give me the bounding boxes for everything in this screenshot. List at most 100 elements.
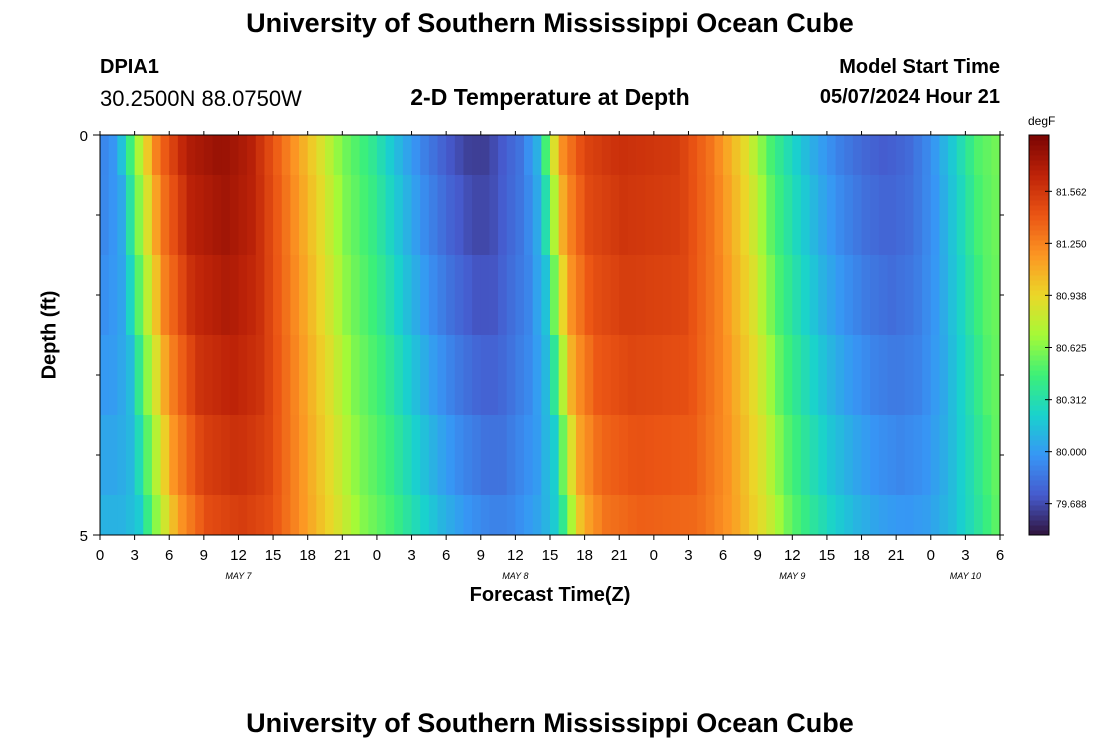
heatmap-cell [939,175,949,256]
heatmap-cell [887,335,897,416]
heatmap-cell [177,135,187,176]
heatmap-cell [480,255,490,336]
heatmap-cell [489,495,499,536]
heatmap-cell [203,495,213,536]
heatmap-cell [376,495,386,536]
heatmap-cell [428,175,438,256]
heatmap-cell [653,335,663,416]
heatmap-cell [723,255,733,336]
colorbar-segment [1029,305,1049,311]
x-tick-label: 15 [265,547,282,564]
colorbar-segment [1029,365,1049,371]
heatmap-cell [169,415,179,496]
heatmap-cell [896,335,906,416]
colorbar-segment [1029,425,1049,431]
heatmap-cells [100,135,1001,536]
heatmap-cell [896,175,906,256]
heatmap-cell [636,415,646,496]
heatmap-cell [376,255,386,336]
heatmap-cell [333,495,343,536]
heatmap-cell [913,255,923,336]
heatmap-cell [402,335,412,416]
heatmap-cell [930,255,940,336]
heatmap-cell [498,135,508,176]
heatmap-cell [342,495,352,536]
heatmap-cell [714,335,724,416]
heatmap-cell [229,335,239,416]
heatmap-cell [783,495,793,536]
heatmap-cell [420,335,430,416]
heatmap-cell [567,335,577,416]
x-tick-label: 6 [442,547,450,564]
heatmap-cell [100,255,110,336]
heatmap-cell [636,335,646,416]
heatmap-cell [749,415,759,496]
heatmap-cell [619,335,629,416]
colorbar-segment [1029,335,1049,341]
heatmap-cell [195,175,205,256]
heatmap-cell [870,255,880,336]
heatmap-cell [982,415,992,496]
y-tick-label: 0 [80,128,88,145]
heatmap-cell [333,255,343,336]
heatmap-cell [186,175,196,256]
heatmap-cell [350,415,361,496]
heatmap-cell [766,135,776,176]
heatmap-cell [844,335,854,416]
heatmap-cell [922,135,932,176]
x-tick-label: 3 [407,547,415,564]
heatmap-cell [792,415,802,496]
heatmap-cell [904,255,914,336]
heatmap-cell [766,175,776,256]
heatmap-cell [316,135,326,176]
heatmap-cell [939,495,949,536]
heatmap-cell [463,135,473,176]
heatmap-cell [627,135,637,176]
heatmap-cell [956,255,966,336]
colorbar-segment [1029,460,1049,466]
heatmap-cell [350,495,361,536]
heatmap-cell [757,415,767,496]
heatmap-cell [610,415,620,496]
heatmap-cell [160,175,170,256]
heatmap-cell [636,255,646,336]
heatmap-cell [610,255,620,336]
heatmap-cell [705,175,715,256]
heatmap-cell [498,335,508,416]
heatmap-cell [143,255,153,336]
heatmap-cell [203,415,213,496]
heatmap-cell [714,495,724,536]
heatmap-cell [870,175,880,256]
heatmap-cell [584,135,594,176]
heatmap-cell [636,175,646,256]
heatmap-cell [532,135,542,176]
heatmap-cell [532,335,542,416]
heatmap-cell [870,135,880,176]
heatmap-cell [229,415,239,496]
x-tick-label: 0 [650,547,658,564]
heatmap-cell [818,335,828,416]
heatmap-cell [619,415,629,496]
x-tick-label: 21 [888,547,905,564]
heatmap-cell [238,255,248,336]
heatmap-cell [342,135,352,176]
heatmap-cell [775,255,785,336]
heatmap-cell [740,175,750,256]
heatmap-cell [800,255,811,336]
heatmap-cell [498,495,508,536]
heatmap-cell [394,135,404,176]
heatmap-cell [402,415,412,496]
colorbar-tick-label: 79.688 [1056,500,1087,511]
heatmap-cell [238,495,248,536]
heatmap-cell [437,255,447,336]
heatmap-cell [740,415,750,496]
x-tick-label: 12 [230,547,247,564]
heatmap-cell [290,135,300,176]
heatmap-cell [861,255,871,336]
heatmap-cell [541,175,551,256]
heatmap-cell [100,415,110,496]
x-tick-label: 6 [996,547,1004,564]
heatmap-cell [688,135,698,176]
heatmap-cell [878,135,888,176]
heatmap-cell [991,335,1001,416]
